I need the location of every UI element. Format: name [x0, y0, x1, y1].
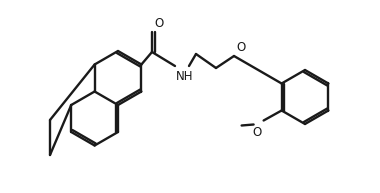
Text: O: O — [252, 125, 261, 139]
Text: Methoxy: Methoxy — [237, 126, 242, 128]
Text: NH: NH — [176, 70, 193, 83]
Text: O: O — [236, 41, 245, 54]
Text: O: O — [154, 17, 163, 30]
